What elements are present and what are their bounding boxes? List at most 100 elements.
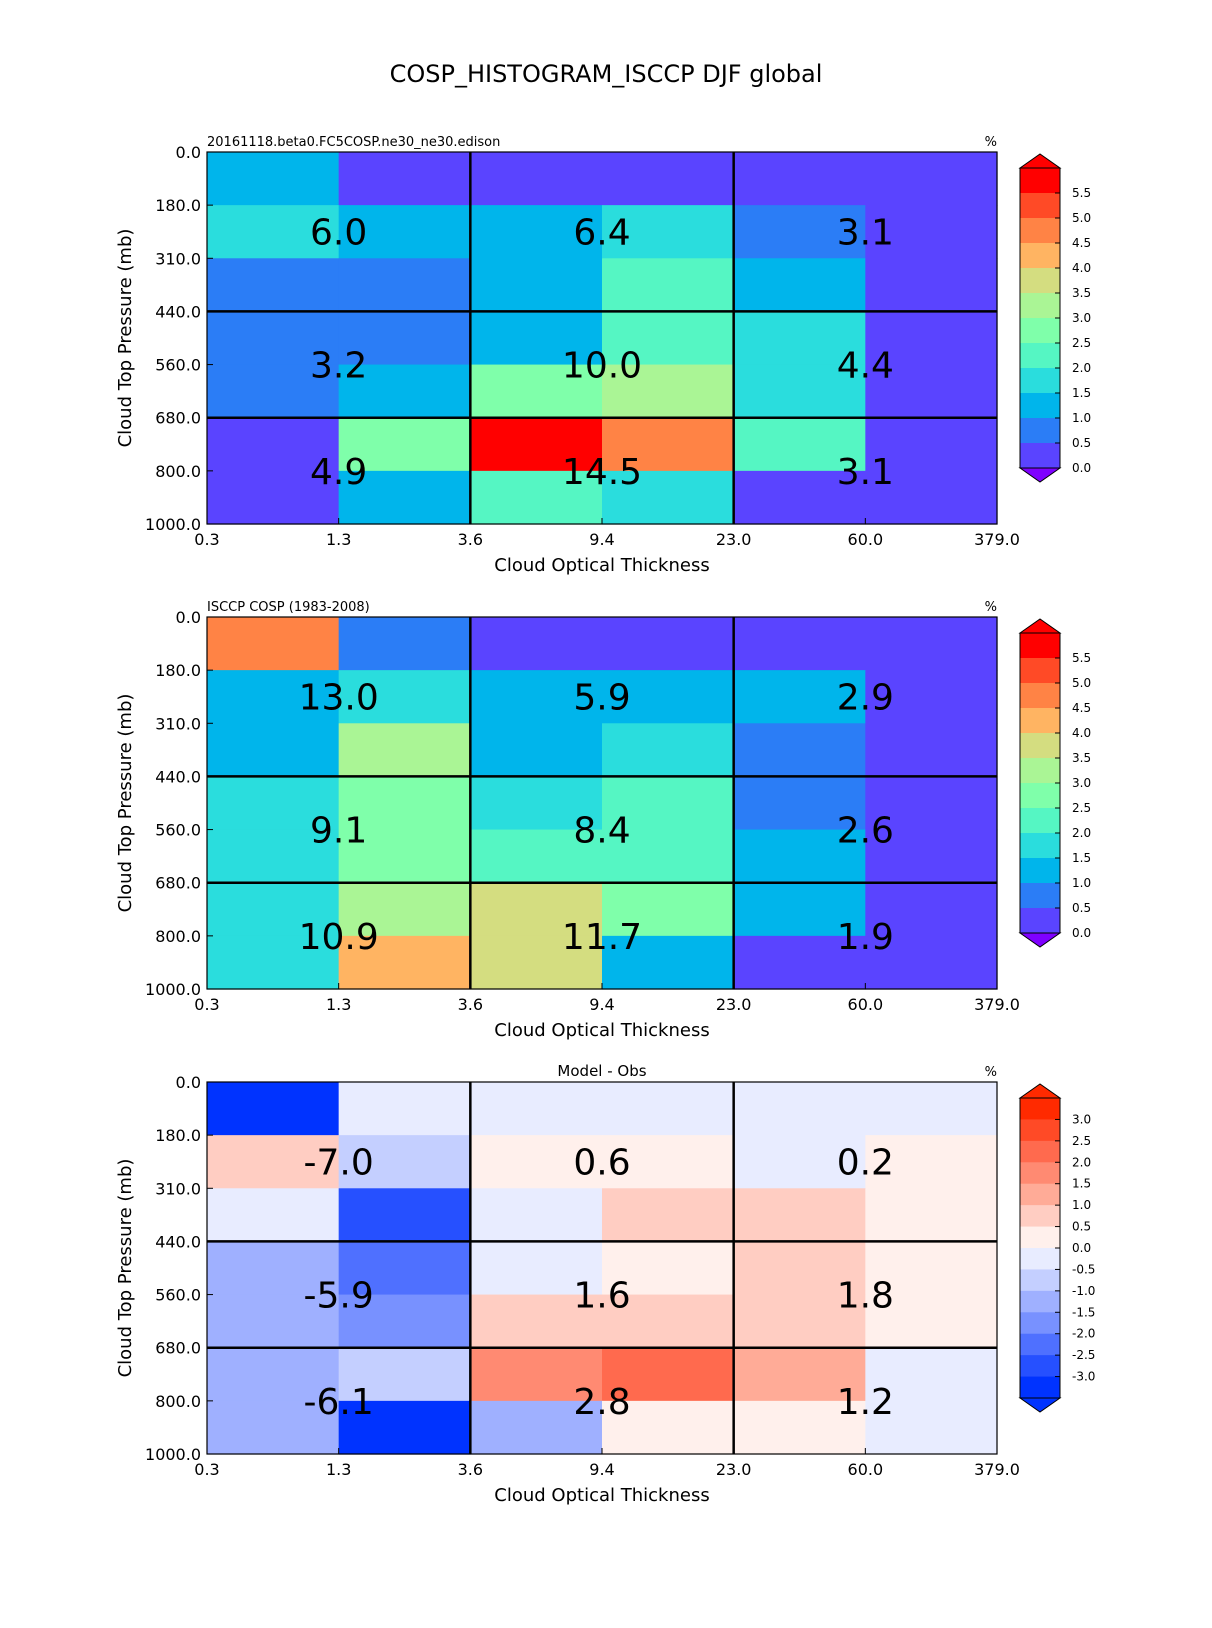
x-tick-label: 9.4	[589, 995, 614, 1014]
colorbar-segment	[1020, 658, 1060, 684]
cell-annotation: -5.9	[304, 1276, 374, 1317]
heatmap-cell	[470, 670, 603, 724]
x-tick-label: 379.0	[974, 1460, 1020, 1479]
cell-annotation: 4.9	[310, 452, 367, 493]
x-tick-label: 23.0	[716, 530, 752, 549]
cell-annotation: 1.2	[837, 1382, 894, 1423]
heatmap-cell	[602, 829, 735, 884]
colorbar-segment	[1020, 808, 1060, 834]
colorbar-segment	[1020, 368, 1060, 394]
colorbar-segment	[1020, 908, 1060, 934]
heatmap-cell	[865, 1400, 998, 1455]
heatmap-cell	[602, 617, 735, 671]
colorbar-segment	[1020, 758, 1060, 784]
colorbar-segment	[1020, 1269, 1060, 1292]
colorbar-tick-label: 2.5	[1072, 336, 1091, 350]
heatmap-cell	[865, 364, 998, 419]
heatmap-cell	[602, 1082, 735, 1136]
x-tick-label: 3.6	[458, 995, 483, 1014]
heatmap-cell	[207, 1188, 340, 1243]
heatmap-cell	[470, 1135, 603, 1189]
colorbar-segment	[1020, 1333, 1060, 1356]
heatmap-cell	[865, 258, 998, 313]
colorbar-tick-label: 2.5	[1072, 1134, 1091, 1148]
heatmap-cell	[207, 617, 340, 671]
heatmap-cell	[602, 417, 735, 472]
colorbar-tick-label: 4.5	[1072, 701, 1091, 715]
heatmap-panel-diff: -7.0 0.6 0.2 -5.9 1.6 1.8 -6.1 2.8 1.2 0.3 1.3 3.6 9…	[0, 1058, 1212, 1528]
heatmap-cell	[602, 311, 735, 366]
heatmap-cell	[602, 470, 735, 525]
colorbar-tick-label: 1.0	[1072, 876, 1091, 890]
cell-annotation: 2.6	[837, 811, 894, 852]
colorbar-tick-label: 5.0	[1072, 211, 1091, 225]
heatmap-cell	[733, 1082, 866, 1136]
y-tick-label: 0.0	[176, 1073, 201, 1092]
colorbar-tick-label: 3.5	[1072, 286, 1091, 300]
colorbar-segment	[1020, 1376, 1060, 1399]
y-tick-label: 310.0	[155, 249, 201, 268]
colorbar-tick-label: 5.5	[1072, 651, 1091, 665]
heatmap-cell	[733, 364, 866, 419]
heatmap-cell	[865, 1241, 998, 1296]
x-axis-label: Cloud Optical Thickness	[494, 1020, 709, 1041]
heatmap-cell	[865, 311, 998, 366]
colorbar-tick-label: 0.0	[1072, 461, 1091, 475]
y-tick-label: 310.0	[155, 1179, 201, 1198]
colorbar-tick-label: 0.0	[1072, 1241, 1091, 1255]
units-label: %	[985, 135, 997, 150]
cell-annotation: -6.1	[304, 1382, 374, 1423]
cell-annotation: 1.8	[837, 1276, 894, 1317]
x-tick-label: 0.3	[194, 1460, 219, 1479]
heatmap-cell	[338, 776, 471, 831]
colorbar-segment	[1020, 1248, 1060, 1270]
colorbar-segment	[1020, 393, 1060, 419]
heatmap-cell	[602, 152, 735, 206]
colorbar-segment	[1020, 293, 1060, 319]
heatmap-cell	[338, 258, 471, 313]
heatmap-cell	[602, 935, 735, 990]
heatmap-cell	[865, 417, 998, 472]
y-tick-label: 800.0	[155, 1392, 201, 1411]
y-tick-label: 1000.0	[145, 515, 201, 534]
heatmap-cell	[470, 1082, 603, 1136]
cell-annotation: 3.1	[837, 452, 894, 493]
cell-annotation: 10.9	[299, 917, 379, 958]
heatmap-cell	[207, 1400, 340, 1455]
colorbar-segment	[1020, 193, 1060, 219]
colorbar-tick-label: 4.0	[1072, 261, 1091, 275]
heatmap-cell	[602, 258, 735, 313]
y-tick-label: 440.0	[155, 767, 201, 786]
units-label: %	[985, 1065, 997, 1080]
heatmap-cell	[602, 205, 735, 259]
cell-annotation: 11.7	[562, 917, 642, 958]
x-tick-label: 60.0	[848, 530, 884, 549]
colorbar-segment	[1020, 733, 1060, 759]
heatmap-cell	[470, 935, 603, 990]
y-tick-label: 560.0	[155, 356, 201, 375]
heatmap-cell	[338, 670, 471, 724]
colorbar-segment	[1020, 1290, 1060, 1313]
heatmap-cell	[207, 723, 340, 778]
x-tick-label: 9.4	[589, 1460, 614, 1479]
colorbar-tick-label: 2.5	[1072, 801, 1091, 815]
colorbar-segment	[1020, 1098, 1060, 1120]
colorbar-segment	[1020, 1205, 1060, 1228]
heatmap-cell	[207, 258, 340, 313]
colorbar-segment	[1020, 1355, 1060, 1378]
colorbar-segment	[1020, 343, 1060, 369]
heatmap-cell	[733, 470, 866, 525]
heatmap-cell	[338, 205, 471, 259]
heatmap-cell	[470, 829, 603, 884]
x-tick-label: 379.0	[974, 995, 1020, 1014]
x-axis-label: Cloud Optical Thickness	[494, 1485, 709, 1506]
heatmap-cell	[865, 829, 998, 884]
heatmap-cell	[207, 1347, 340, 1402]
cell-annotation: 1.9	[837, 917, 894, 958]
heatmap-cell	[865, 205, 998, 259]
colorbar-segment	[1020, 858, 1060, 884]
heatmap-cell	[338, 1135, 471, 1189]
colorbar-tick-label: 1.5	[1072, 851, 1091, 865]
colorbar-segment	[1020, 318, 1060, 344]
colorbar-tick-label: 5.5	[1072, 186, 1091, 200]
